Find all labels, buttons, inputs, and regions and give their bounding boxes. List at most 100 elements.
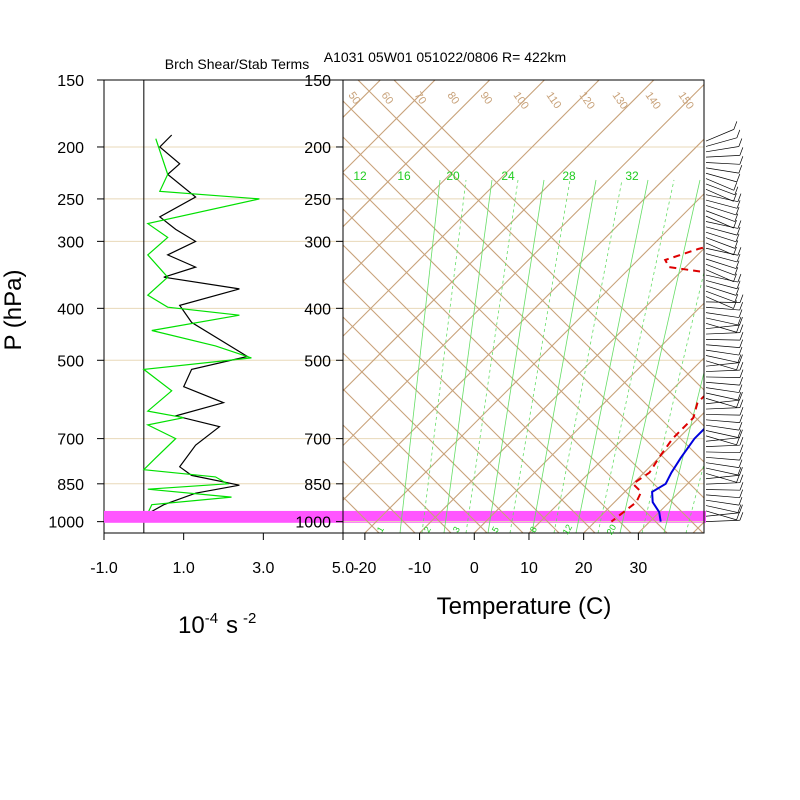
- lower-mixing-label: 3: [451, 525, 462, 534]
- right-x-tick-label: 0: [470, 560, 479, 577]
- wind-barb-flag: [737, 429, 742, 438]
- wind-barb-staff: [705, 387, 740, 393]
- wind-barb-staff: [705, 290, 735, 303]
- mixing-ratio-line: [531, 179, 597, 533]
- isobar-lines: [343, 146, 704, 523]
- wind-barb-flag: [737, 273, 742, 283]
- wind-barb-staff: [705, 199, 738, 209]
- wind-barb-flag: [739, 354, 743, 363]
- mixing-ratio-label: 28: [562, 169, 576, 183]
- wind-barb-staff: [705, 155, 740, 158]
- wind-barb-staff: [705, 462, 740, 468]
- right-y-tick-label: 200: [304, 140, 331, 157]
- wind-barb-flag: [737, 193, 742, 202]
- dry-adiabat-line: [343, 172, 704, 533]
- isotherm-line: [343, 80, 491, 228]
- wind-barb-flag: [739, 437, 744, 446]
- wind-barb-flag: [733, 246, 737, 256]
- wind-barb-flag: [739, 489, 743, 498]
- wind-barb-staff: [705, 306, 740, 311]
- wind-barb-flag: [739, 362, 744, 371]
- wind-barb-flag: [735, 233, 740, 242]
- wind-barb-staff: [705, 467, 739, 476]
- wind-barb-flag: [734, 293, 739, 303]
- wind-barb-staff: [705, 369, 740, 372]
- dry-adiabat-label: 110: [544, 90, 564, 111]
- dry-adiabat-line: [0, 80, 235, 533]
- right-y-tick-label: 700: [304, 432, 331, 449]
- wind-barb-staff: [705, 129, 734, 142]
- mixing-ratio-line: [685, 462, 704, 533]
- wind-barb-staff: [705, 247, 739, 256]
- isotherm-line: [343, 138, 704, 501]
- wind-barb-flag: [736, 511, 740, 520]
- wind-barb-staff: [705, 349, 740, 356]
- wind-barb-flag: [738, 384, 743, 393]
- left-y-ticks: 150 200 250 300 400 500 700 850 1000: [48, 73, 104, 532]
- wind-barb-staff: [705, 215, 734, 229]
- dry-adiabat-line: [357, 80, 704, 427]
- right-y-tick-label: 1000: [295, 515, 331, 532]
- wind-barb-flag: [738, 346, 743, 356]
- wind-barb-staff: [705, 183, 735, 196]
- wind-barb-staff: [705, 510, 737, 521]
- mixing-ratio-line: [421, 179, 467, 533]
- mixing-ratio-line: [399, 179, 441, 533]
- left-x-tick-label: 3.0: [252, 560, 274, 577]
- dry-adiabat-line: [343, 244, 632, 533]
- wind-barb-staff: [705, 274, 739, 283]
- wind-barb-flag: [736, 227, 741, 236]
- mixing-ratio-line: [641, 270, 704, 533]
- wind-barb-flag: [733, 273, 737, 282]
- wind-barb-flag: [739, 324, 744, 333]
- mixing-ratio-label: 16: [397, 169, 411, 183]
- wind-barb-staff: [705, 399, 740, 405]
- wind-barb-staff: [705, 489, 740, 491]
- wind-barb-staff: [705, 494, 740, 499]
- wind-barb-staff: [705, 499, 740, 506]
- wind-barb-flag: [739, 156, 744, 165]
- wind-barb-staff: [705, 482, 740, 485]
- wind-barb-staff: [705, 392, 739, 401]
- left-y-tick-label: 700: [57, 432, 84, 449]
- wind-barb-flag: [733, 219, 737, 229]
- wind-barb-flag: [739, 474, 744, 483]
- right-x-tick-label: 20: [575, 560, 593, 577]
- dry-adiabat-line: [343, 208, 668, 533]
- wind-barb-staff: [705, 237, 735, 249]
- wind-barb-staff: [705, 332, 740, 335]
- wind-barb-staff: [705, 253, 738, 263]
- left-x-tick-label: 5.0: [332, 560, 354, 577]
- isotherm-line: [748, 80, 800, 533]
- isotherm-line: [528, 357, 704, 533]
- wind-barb-staff: [705, 194, 739, 202]
- xlabel-unit: s: [226, 612, 238, 639]
- wind-barb-flag: [736, 361, 740, 370]
- wind-barb-staff: [705, 355, 739, 363]
- mixing-ratio-label: 32: [625, 169, 639, 183]
- wind-barb-staff: [705, 205, 737, 216]
- dry-adiabat-line: [0, 80, 199, 533]
- mixing-ratio-label: 24: [501, 169, 515, 183]
- isotherm-line: [0, 80, 271, 533]
- right-y-tick-label: 850: [304, 477, 331, 494]
- mixing-ratio-line: [597, 179, 675, 533]
- wind-barb-flag: [739, 414, 743, 423]
- wind-barb-staff: [705, 167, 739, 174]
- wind-barb-staff: [705, 344, 740, 348]
- wind-barb-flag: [737, 220, 742, 229]
- dry-adiabat-label: 120: [577, 90, 597, 112]
- dry-adiabat-line: [343, 388, 488, 533]
- mixing-ratio-line: [619, 179, 701, 533]
- wind-barb-flag: [736, 436, 740, 445]
- dry-adiabat-line: [393, 80, 704, 391]
- wind-barb-flag: [737, 391, 742, 401]
- wind-barb-staff: [705, 188, 734, 202]
- wind-barb-flag: [739, 512, 744, 521]
- left-x-ticks: -1.0 1.0 3.0 5.0: [90, 533, 354, 577]
- dry-adiabat-line: [343, 316, 560, 533]
- wind-barb-flag: [736, 399, 740, 408]
- wind-barb-staff: [705, 398, 737, 408]
- wind-barb-flag: [739, 504, 743, 513]
